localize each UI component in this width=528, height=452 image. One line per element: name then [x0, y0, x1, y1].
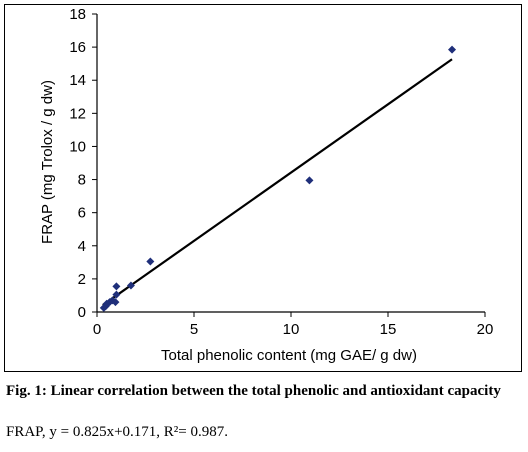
y-tick-label: 14: [69, 72, 86, 89]
x-tick-label: 20: [477, 321, 494, 338]
x-tick-label: 10: [283, 321, 300, 338]
y-tick-label: 8: [78, 172, 86, 189]
data-point: [146, 257, 155, 266]
figure-caption: Fig. 1: Linear correlation between the t…: [6, 383, 501, 399]
chart: 0 2 4 6 8 10 12 14 16 18 0 5 10 15 20 Total phenolic …: [39, 6, 494, 364]
data-points: [99, 45, 457, 312]
data-point: [112, 290, 121, 299]
x-axis-ticks: 0 5 10 15 20: [93, 312, 494, 338]
y-tick-label: 2: [78, 271, 86, 288]
y-tick-label: 18: [69, 6, 86, 23]
x-tick-label: 0: [93, 321, 101, 338]
data-point: [305, 176, 314, 185]
y-tick-label: 4: [78, 238, 86, 255]
x-axis-title: Total phenolic content (mg GAE/ g dw): [161, 347, 417, 364]
data-point: [112, 282, 121, 291]
y-tick-label: 0: [78, 304, 86, 321]
trendline-group: [102, 58, 453, 306]
x-tick-label: 15: [380, 321, 397, 338]
data-point: [448, 45, 457, 54]
trendline: [102, 58, 453, 306]
y-tick-label: 10: [69, 138, 86, 155]
x-tick-label: 5: [190, 321, 198, 338]
y-axis-title: FRAP (mg Trolox / g dw): [39, 80, 56, 244]
y-axis-ticks: 0 2 4 6 8 10 12 14 16 18: [69, 6, 97, 321]
figure-frame: [4, 4, 522, 372]
y-tick-label: 12: [69, 105, 86, 122]
y-tick-label: 16: [69, 39, 86, 56]
data-point: [111, 298, 120, 307]
regression-equation: FRAP, y = 0.825x+0.171, R²= 0.987.: [6, 424, 228, 440]
y-tick-label: 6: [78, 205, 86, 222]
data-point: [126, 281, 135, 290]
